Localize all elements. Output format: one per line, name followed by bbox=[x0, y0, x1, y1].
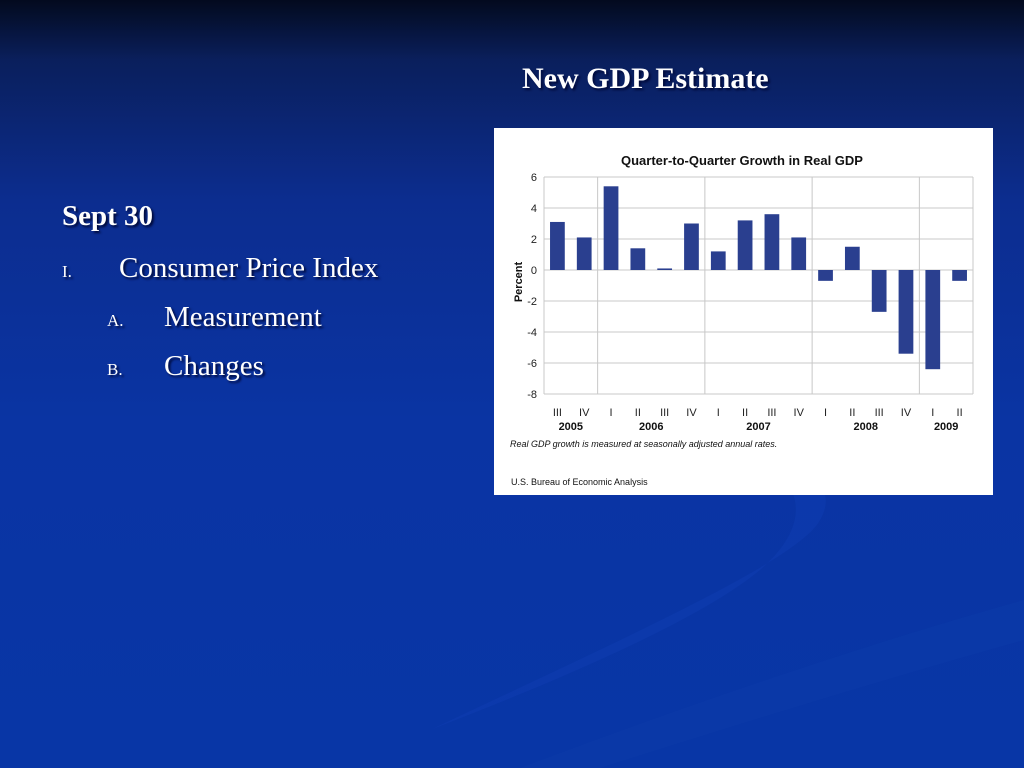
bar bbox=[952, 270, 967, 281]
year-label: 2007 bbox=[746, 421, 770, 433]
chart-source: U.S. Bureau of Economic Analysis bbox=[511, 477, 648, 487]
bar bbox=[550, 221, 565, 270]
x-tick-label: III bbox=[875, 407, 884, 419]
y-tick-label: 6 bbox=[531, 172, 537, 184]
x-tick-label: IV bbox=[686, 407, 697, 419]
outline-marker: I. bbox=[62, 262, 72, 281]
year-label: 2005 bbox=[559, 421, 583, 433]
y-tick-label: 4 bbox=[531, 203, 537, 215]
outline-text: Measurement bbox=[164, 301, 322, 333]
bar bbox=[818, 270, 833, 281]
chart-title: Quarter-to-Quarter Growth in Real GDP bbox=[621, 153, 863, 168]
outline-text: Changes bbox=[164, 350, 264, 382]
x-tick-label: II bbox=[742, 407, 748, 419]
x-tick-label: IV bbox=[794, 407, 805, 419]
x-tick-label: I bbox=[717, 407, 720, 419]
slide-title: New GDP Estimate bbox=[522, 62, 769, 95]
x-tick-label: IV bbox=[579, 407, 590, 419]
y-tick-label: -6 bbox=[527, 358, 537, 370]
x-tick-label: IV bbox=[901, 407, 912, 419]
outline-heading: Sept 30 bbox=[62, 200, 154, 232]
x-tick-label: II bbox=[635, 407, 641, 419]
x-tick-label: III bbox=[767, 407, 776, 419]
x-tick-label: II bbox=[849, 407, 855, 419]
bar bbox=[684, 223, 699, 270]
outline-marker: A. bbox=[107, 311, 124, 330]
x-tick-label: III bbox=[660, 407, 669, 419]
y-axis-label: Percent bbox=[513, 261, 525, 302]
year-label: 2009 bbox=[934, 421, 958, 433]
gdp-chart-svg: Quarter-to-Quarter Growth in Real GDP 6 4… bbox=[510, 153, 974, 487]
bar bbox=[576, 237, 592, 270]
y-tick-label: -4 bbox=[527, 327, 537, 339]
x-tick-label: I bbox=[931, 407, 934, 419]
x-tick-label: I bbox=[610, 407, 613, 419]
bar bbox=[791, 237, 807, 270]
x-tick-label: III bbox=[553, 407, 562, 419]
bar bbox=[737, 220, 753, 270]
outline-marker: B. bbox=[107, 360, 123, 379]
bar bbox=[630, 248, 646, 270]
x-tick-label: II bbox=[957, 407, 963, 419]
x-tick-label: I bbox=[824, 407, 827, 419]
y-tick-label: 0 bbox=[531, 265, 537, 277]
year-label: 2008 bbox=[854, 421, 878, 433]
bar bbox=[898, 270, 914, 354]
outline-text: Consumer Price Index bbox=[119, 252, 379, 284]
bar bbox=[871, 270, 887, 312]
gdp-chart: Quarter-to-Quarter Growth in Real GDP 6 4… bbox=[494, 128, 993, 495]
y-tick-label: 2 bbox=[531, 234, 537, 246]
bar bbox=[844, 246, 860, 270]
bar bbox=[603, 186, 619, 270]
year-label: 2006 bbox=[639, 421, 663, 433]
bar bbox=[710, 251, 726, 270]
chart-note: Real GDP growth is measured at seasonall… bbox=[510, 439, 777, 449]
bar bbox=[657, 268, 673, 270]
y-tick-label: -8 bbox=[527, 389, 537, 401]
bar bbox=[925, 270, 941, 370]
y-tick-label: -2 bbox=[527, 296, 537, 308]
bar bbox=[764, 214, 780, 270]
